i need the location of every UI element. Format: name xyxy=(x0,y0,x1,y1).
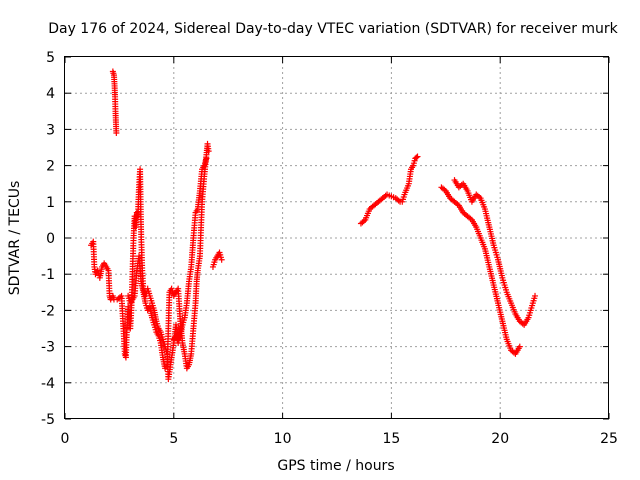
series-segment-1 xyxy=(88,238,117,303)
y-tick-label: -4 xyxy=(41,376,55,392)
x-tick-label: 5 xyxy=(169,431,178,447)
x-tick-label: 15 xyxy=(382,431,400,447)
data-point xyxy=(516,343,523,350)
series-segment-3 xyxy=(114,166,184,383)
series-segment-5 xyxy=(170,155,210,346)
y-tick-label: -3 xyxy=(41,340,55,356)
y-tick-label: 0 xyxy=(46,231,55,247)
y-axis-label: SDTVAR / TECUs xyxy=(7,181,23,296)
series-segment-6 xyxy=(209,249,225,270)
x-tick-label: 10 xyxy=(274,431,292,447)
series-segment-2 xyxy=(109,68,120,137)
chart-title: Day 176 of 2024, Sidereal Day-to-day VTE… xyxy=(48,21,618,37)
data-point xyxy=(218,256,225,263)
data-points xyxy=(88,68,539,383)
y-tick-label: 2 xyxy=(46,159,55,175)
x-tick-label: 0 xyxy=(61,431,70,447)
data-point xyxy=(413,154,420,161)
y-tick-label: 1 xyxy=(46,195,55,211)
y-tick-label: 5 xyxy=(46,50,55,66)
data-point xyxy=(532,292,539,299)
y-tick-label: 4 xyxy=(46,86,55,102)
series-segment-7 xyxy=(357,153,421,227)
y-tick-label: -2 xyxy=(41,303,55,319)
y-tick-label: -1 xyxy=(41,267,55,283)
series-segment-8 xyxy=(438,184,523,357)
series-segment-9 xyxy=(451,177,539,328)
y-tick-label: -5 xyxy=(41,412,55,428)
x-tick-label: 25 xyxy=(600,431,618,447)
series-segment-4 xyxy=(125,140,212,372)
data-point xyxy=(203,155,210,162)
data-point xyxy=(205,148,212,155)
data-point xyxy=(113,130,120,137)
grid-lines xyxy=(65,57,609,419)
x-tick-label: 20 xyxy=(491,431,509,447)
x-axis-label: GPS time / hours xyxy=(277,458,394,474)
data-point xyxy=(414,153,421,160)
y-tick-label: 3 xyxy=(46,122,55,138)
